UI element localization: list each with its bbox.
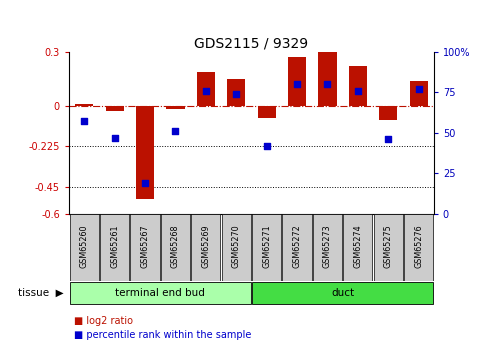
Text: GSM65275: GSM65275 bbox=[384, 224, 393, 268]
Text: GSM65260: GSM65260 bbox=[80, 225, 89, 268]
Bar bbox=[227, 79, 246, 106]
Text: GSM65276: GSM65276 bbox=[414, 224, 423, 268]
Text: GSM65269: GSM65269 bbox=[201, 224, 211, 268]
Point bbox=[354, 88, 362, 93]
Bar bbox=[131, 214, 160, 281]
Bar bbox=[349, 66, 367, 106]
Text: GSM65261: GSM65261 bbox=[110, 225, 119, 268]
Point bbox=[172, 128, 179, 134]
Text: terminal end bud: terminal end bud bbox=[115, 288, 205, 298]
Point bbox=[202, 88, 210, 93]
Bar bbox=[252, 282, 433, 304]
Text: ■ percentile rank within the sample: ■ percentile rank within the sample bbox=[74, 330, 251, 340]
Bar bbox=[288, 57, 306, 106]
Bar bbox=[222, 214, 251, 281]
Bar bbox=[313, 214, 342, 281]
Point bbox=[415, 86, 423, 92]
Bar bbox=[106, 106, 124, 111]
Bar bbox=[136, 106, 154, 199]
Bar bbox=[75, 104, 93, 106]
Bar bbox=[161, 214, 190, 281]
Bar bbox=[197, 71, 215, 106]
Point bbox=[384, 137, 392, 142]
Bar bbox=[374, 214, 403, 281]
Point bbox=[141, 180, 149, 186]
Point bbox=[232, 91, 240, 97]
Point bbox=[80, 119, 88, 124]
Text: duct: duct bbox=[331, 288, 354, 298]
Bar bbox=[70, 282, 251, 304]
Bar bbox=[318, 52, 337, 106]
Bar bbox=[343, 214, 372, 281]
Bar bbox=[404, 214, 433, 281]
Bar bbox=[410, 81, 428, 106]
Text: ■ log2 ratio: ■ log2 ratio bbox=[74, 316, 133, 326]
Text: tissue  ▶: tissue ▶ bbox=[18, 288, 64, 298]
Point bbox=[293, 81, 301, 87]
Text: GSM65267: GSM65267 bbox=[141, 224, 149, 268]
Title: GDS2115 / 9329: GDS2115 / 9329 bbox=[194, 37, 309, 51]
Point bbox=[110, 135, 119, 140]
Bar bbox=[166, 106, 184, 109]
Bar bbox=[252, 214, 281, 281]
Text: GSM65268: GSM65268 bbox=[171, 225, 180, 268]
Bar bbox=[257, 106, 276, 118]
Bar bbox=[379, 106, 397, 120]
Bar bbox=[282, 214, 312, 281]
Text: GSM65270: GSM65270 bbox=[232, 224, 241, 268]
Bar bbox=[100, 214, 129, 281]
Text: GSM65274: GSM65274 bbox=[353, 224, 362, 268]
Bar bbox=[191, 214, 220, 281]
Text: GSM65272: GSM65272 bbox=[292, 224, 302, 268]
Text: GSM65271: GSM65271 bbox=[262, 224, 271, 268]
Point bbox=[323, 81, 331, 87]
Text: GSM65273: GSM65273 bbox=[323, 224, 332, 268]
Bar bbox=[70, 214, 99, 281]
Point bbox=[263, 143, 271, 149]
